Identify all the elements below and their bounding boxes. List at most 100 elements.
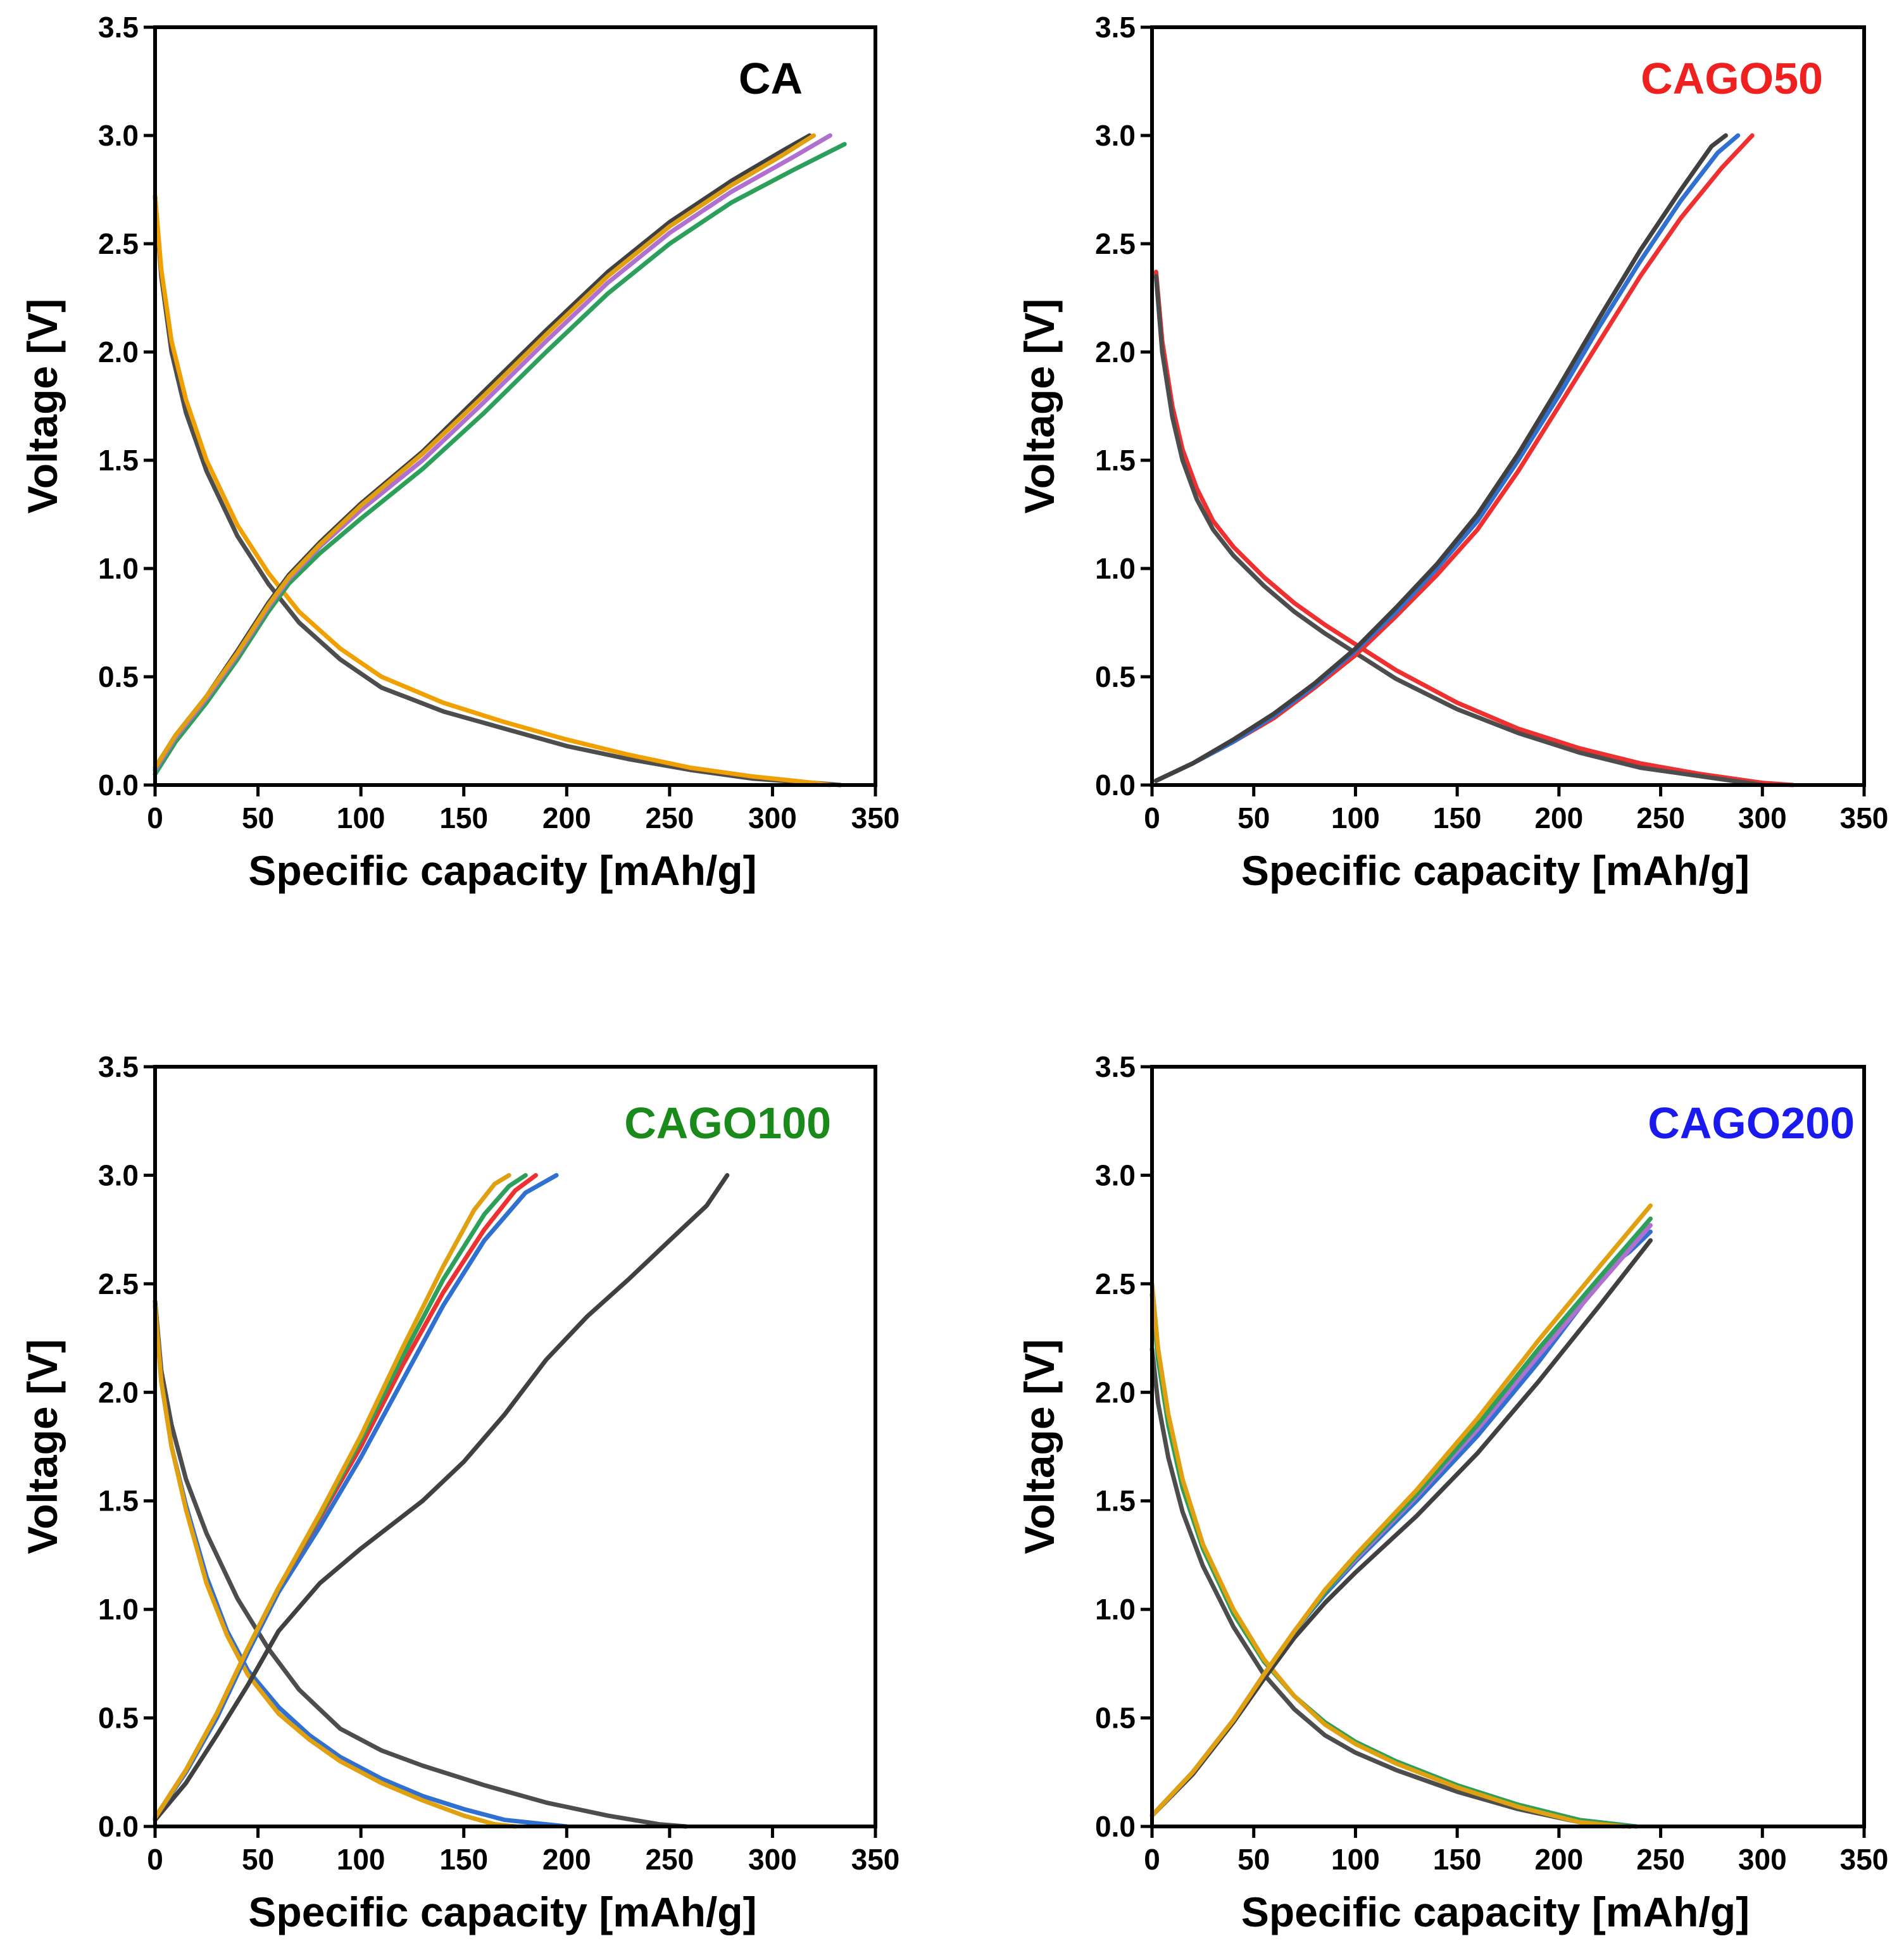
- y-tick-label: 2.5: [98, 1267, 139, 1300]
- y-axis-title: Voltage [V]: [1016, 1339, 1063, 1554]
- y-tick-label: 3.5: [98, 11, 139, 44]
- y-tick-label: 1.5: [1095, 1485, 1136, 1518]
- x-tick-label: 0: [1144, 1843, 1160, 1876]
- x-tick-label: 50: [242, 801, 274, 834]
- series-line-discharge-2: [153, 194, 832, 788]
- series-group: [153, 133, 847, 788]
- x-tick-label: 150: [439, 801, 488, 834]
- y-tick-label: 0.0: [1095, 1810, 1136, 1843]
- series-line-charge-2: [153, 1172, 559, 1820]
- y-tick-label: 0.0: [98, 769, 139, 801]
- x-tick-label: 100: [337, 801, 385, 834]
- y-axis-title: Voltage [V]: [1016, 299, 1063, 514]
- y-tick-label: 3.0: [98, 119, 139, 152]
- panel-title: CAGO200: [1648, 1098, 1855, 1148]
- x-tick-label: 0: [1144, 801, 1160, 834]
- x-tick-label: 100: [1331, 801, 1380, 834]
- series-line-charge-1: [153, 142, 847, 777]
- y-axis-title: Voltage [V]: [19, 299, 66, 514]
- x-tick-label: 50: [242, 1843, 274, 1876]
- x-tick-label: 0: [147, 1843, 163, 1876]
- plot-frame: [153, 1065, 877, 1828]
- x-tick-label: 300: [748, 1843, 797, 1876]
- y-tick-label: 3.0: [1095, 119, 1136, 152]
- x-tick-label: 200: [1534, 1843, 1583, 1876]
- y-tick-label: 1.0: [1095, 552, 1136, 585]
- x-tick-label: 300: [1738, 1843, 1787, 1876]
- y-tick-label: 2.5: [1095, 1267, 1136, 1300]
- series-line-discharge-1: [1153, 270, 1795, 788]
- y-tick-label: 0.5: [1095, 660, 1136, 693]
- y-tick-label: 0.0: [98, 1810, 139, 1843]
- x-tick-label: 250: [645, 1843, 694, 1876]
- series-line-charge-5: [1149, 1203, 1653, 1818]
- y-tick-label: 3.0: [1095, 1159, 1136, 1191]
- series-line-discharge-2: [153, 1303, 569, 1829]
- series-line-discharge-2: [1149, 1292, 1639, 1829]
- x-axis-title: Specific capacity [mAh/g]: [1241, 847, 1750, 894]
- y-tick-label: 1.0: [1095, 1593, 1136, 1626]
- series-group: [1153, 133, 1795, 788]
- panel-title: CA: [739, 54, 803, 103]
- x-tick-label: 100: [337, 1843, 385, 1876]
- y-tick-label: 2.5: [98, 227, 139, 260]
- x-axis-title: Specific capacity [mAh/g]: [1241, 1888, 1750, 1935]
- y-axis-title: Voltage [V]: [19, 1339, 66, 1554]
- series-line-discharge-1: [153, 1298, 689, 1829]
- y-tick-label: 1.5: [98, 444, 139, 477]
- plot-frame: [153, 25, 877, 787]
- y-tick-label: 3.5: [1095, 1050, 1136, 1083]
- y-tick-label: 0.5: [98, 660, 139, 693]
- y-tick-label: 2.0: [1095, 1376, 1136, 1409]
- y-tick-label: 0.5: [1095, 1702, 1136, 1735]
- series-group: [1149, 1203, 1653, 1829]
- y-tick-label: 1.5: [98, 1485, 139, 1518]
- y-tick-label: 2.5: [1095, 227, 1136, 260]
- x-tick-label: 350: [851, 801, 900, 834]
- series-line-charge-5: [153, 1172, 511, 1820]
- series-line-discharge-2: [1153, 273, 1765, 788]
- x-tick-label: 50: [1237, 801, 1270, 834]
- series-line-discharge-1: [153, 194, 843, 788]
- x-tick-label: 300: [748, 801, 797, 834]
- x-tick-label: 300: [1738, 801, 1787, 834]
- x-tick-label: 200: [542, 1843, 591, 1876]
- series-line-charge-3: [1153, 133, 1728, 783]
- x-tick-label: 0: [147, 801, 163, 834]
- series-line-discharge-3: [1149, 1281, 1627, 1829]
- plot-frame: [1150, 1065, 1866, 1828]
- series-line-charge-1: [153, 1172, 730, 1823]
- x-axis-title: Specific capacity [mAh/g]: [248, 847, 756, 894]
- x-tick-label: 50: [1237, 1843, 1270, 1876]
- x-tick-label: 350: [851, 1843, 900, 1876]
- x-tick-label: 250: [1636, 1843, 1685, 1876]
- panel-cago100: 0 50 100 150 200 250 300 350 0.0 0.5 1.0 1.5 2.0 2.5 3…: [19, 1050, 899, 1935]
- panel-cago200: 0 50 100 150 200 250 300 350 0.0 0.5 1.0 1.5 2.0 2.5 3…: [1016, 1050, 1888, 1935]
- series-line-discharge-1: [1149, 1347, 1632, 1829]
- series-line-charge-2: [153, 133, 832, 772]
- x-tick-label: 150: [1433, 1843, 1482, 1876]
- panel-title: CAGO50: [1641, 54, 1823, 103]
- x-tick-label: 200: [542, 801, 591, 834]
- y-tick-label: 0.0: [1095, 769, 1136, 801]
- series-line-charge-1: [1153, 133, 1755, 783]
- y-tick-label: 1.5: [1095, 444, 1136, 477]
- y-tick-label: 2.0: [98, 1376, 139, 1409]
- y-tick-label: 1.0: [98, 1593, 139, 1626]
- y-tick-label: 2.0: [1095, 336, 1136, 368]
- series-line-discharge-3: [153, 1303, 518, 1829]
- y-tick-label: 3.5: [1095, 11, 1136, 44]
- series-group: [153, 1172, 730, 1829]
- x-tick-label: 250: [1636, 801, 1685, 834]
- x-tick-label: 350: [1840, 1843, 1889, 1876]
- y-tick-label: 1.0: [98, 552, 139, 585]
- y-tick-label: 0.5: [98, 1702, 139, 1735]
- y-tick-label: 3.0: [98, 1159, 139, 1191]
- x-tick-label: 200: [1534, 801, 1583, 834]
- series-line-charge-4: [153, 133, 816, 770]
- x-tick-label: 150: [439, 1843, 488, 1876]
- x-axis-title: Specific capacity [mAh/g]: [248, 1888, 756, 1935]
- y-tick-label: 3.5: [98, 1050, 139, 1083]
- series-line-charge-3: [153, 133, 812, 770]
- panel-title: CAGO100: [624, 1098, 831, 1148]
